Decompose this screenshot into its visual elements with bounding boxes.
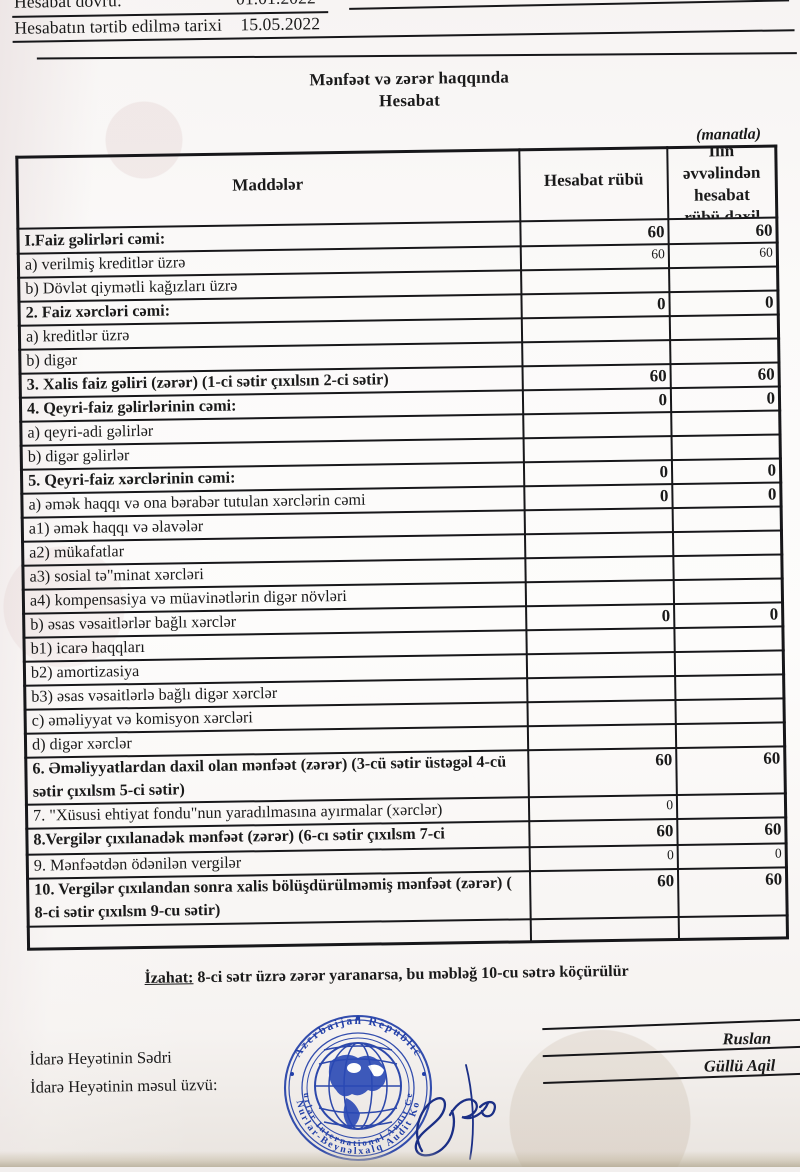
- row-value-ytd: 0: [764, 292, 774, 312]
- row-value-ytd: 60: [757, 364, 775, 384]
- row-value-quarter: 60: [656, 821, 674, 841]
- row-value-ytd: [672, 340, 781, 364]
- prepared-date-label: Hesabatın tərtib edilmə tarixi: [14, 14, 223, 38]
- row-value-quarter: [527, 534, 676, 558]
- row-value-ytd: 0: [774, 845, 782, 861]
- col3-line-1: İlin: [708, 146, 735, 161]
- row-value-quarter: 0: [656, 294, 666, 314]
- row-label: 10. Vergilər çıxılandan sonra xalis bölü…: [34, 873, 512, 922]
- table-header-hesabat-rubu: Hesabat rübü: [543, 169, 644, 190]
- signature-name-chairman: Ruslan: [722, 1028, 772, 1049]
- row-value-ytd: 0: [766, 388, 776, 408]
- row-value-quarter: [527, 510, 676, 534]
- header-rule-bottom: [36, 52, 797, 60]
- col3-line-2: əvvəlindən: [682, 162, 761, 183]
- table-header-ilin-evvelinden: İlin əvvəlindən hesabat rübü daxil: [669, 147, 774, 219]
- row-value-ytd: 0: [769, 604, 779, 624]
- signature-name-member: Güllü Aqil: [703, 1055, 776, 1076]
- row-value-quarter: 0: [661, 606, 671, 626]
- company-seal-stamp: Azerbaijan Republic Nurlar-Beynəlxalq Au…: [272, 1002, 444, 1168]
- note-text: 8-ci sətr üzrə zərər yaranarsa, bu məblə…: [193, 962, 629, 987]
- row-value-quarter: 0: [659, 486, 669, 506]
- row-value-ytd: [677, 652, 786, 676]
- row-value-quarter: [528, 630, 677, 654]
- row-value-ytd: [677, 700, 786, 724]
- row-value-ytd: 0: [767, 460, 777, 480]
- row-value-quarter: 60: [656, 871, 675, 891]
- row-value-ytd: [676, 628, 785, 652]
- handwritten-signature: [392, 1055, 512, 1167]
- row-value-quarter: [530, 702, 679, 726]
- row-value-ytd: 60: [755, 220, 773, 240]
- row-value-quarter: [527, 558, 676, 582]
- signature-label-chairman: İdarə Heyətinin Sədri: [29, 1047, 172, 1069]
- row-value-ytd: [675, 508, 784, 532]
- row-value-quarter: 0: [659, 462, 669, 482]
- row-value-ytd: 0: [767, 484, 777, 504]
- table-border-top: [15, 144, 778, 159]
- row-value-quarter: [528, 582, 677, 606]
- row-value-ytd: 60: [764, 819, 782, 839]
- row-value-quarter: 0: [666, 847, 674, 863]
- signature-label-member: İdarə Heyətinin məsul üzvü:: [29, 1074, 218, 1097]
- row-value-ytd: [674, 436, 783, 460]
- row-value-quarter: [524, 318, 673, 342]
- table-header-maddeler: Maddələr: [232, 174, 304, 195]
- row-value-ytd: [673, 412, 782, 436]
- row-value-ytd: 60: [764, 869, 783, 889]
- row-value-quarter: 60: [649, 366, 667, 386]
- table-border-bottom: [27, 936, 790, 951]
- row-value-quarter: 60: [647, 222, 665, 242]
- row-value-ytd: [675, 532, 784, 556]
- row-value-quarter: 60: [651, 246, 665, 262]
- row-value-quarter: [529, 678, 678, 702]
- prepared-date-value: 15.05.2022: [240, 13, 321, 35]
- currency-unit-note: (manatla): [695, 125, 762, 144]
- row-label: 6. Əməliyyatlardan daxil olan mənfəət (z…: [32, 752, 507, 801]
- note-prefix: İzahat:: [144, 969, 194, 987]
- col3-line-3: hesabat: [693, 184, 750, 205]
- stamp-text-top: Azerbaijan Republic: [292, 1015, 425, 1060]
- table-row: 10. Vergilər çıxılandan sonra xalis bölü…: [29, 871, 528, 926]
- row-value-ytd: 60: [759, 244, 773, 260]
- report-period-value: 01.01.2022: [236, 0, 316, 9]
- explanatory-note: İzahat: 8-ci sətr üzrə zərər yaranarsa, …: [144, 963, 628, 988]
- row-value-quarter: [530, 726, 679, 750]
- col3-line-4: rübü daxil: [684, 206, 761, 219]
- row-value-quarter: [524, 342, 673, 366]
- report-period-label: Hesabat dövrü:: [13, 0, 122, 12]
- row-value-quarter: [526, 438, 675, 462]
- paper-bottom-edge: [0, 1151, 800, 1167]
- row-value-ytd: [675, 556, 784, 580]
- row-value-ytd: [671, 268, 780, 292]
- row-value-ytd: [676, 580, 785, 604]
- table-row: 6. Əməliyyatlardan daxil olan mənfəət (z…: [27, 750, 526, 804]
- row-value-quarter: [523, 270, 672, 294]
- row-value-quarter: [525, 414, 674, 438]
- row-value-quarter: 0: [666, 797, 674, 813]
- row-value-ytd: [672, 316, 781, 340]
- row-value-quarter: 60: [655, 750, 673, 770]
- row-value-ytd: 60: [763, 748, 781, 768]
- row-value-quarter: [529, 654, 678, 678]
- row-value-quarter: 0: [658, 390, 668, 410]
- row-value-ytd: [678, 724, 787, 748]
- row-value-ytd: [679, 795, 788, 819]
- row-value-ytd: [677, 676, 786, 700]
